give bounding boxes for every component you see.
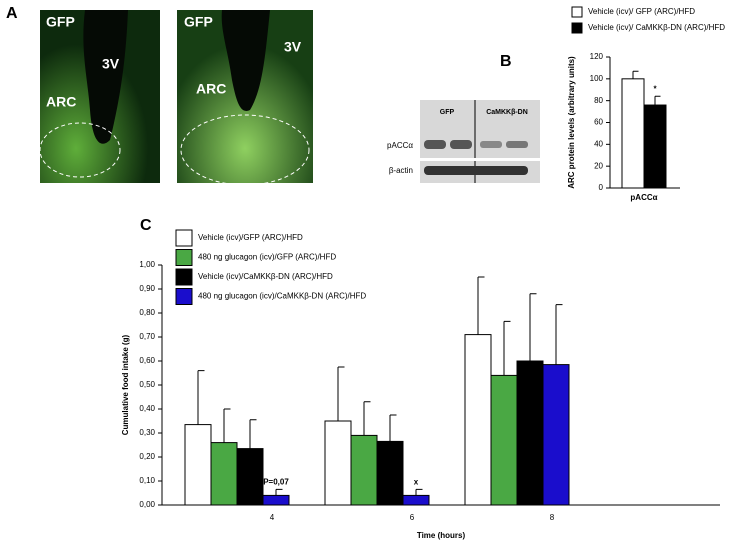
y-tick-label: 0 [599, 183, 604, 192]
bar [643, 104, 667, 189]
legend-label: Vehicle (icv)/CaMKKβ-DN (ARC)/HFD [198, 272, 333, 281]
image-label: ARC [196, 81, 226, 97]
bar [490, 374, 518, 506]
western-blot: GFP CaMKKβ-DN pACCα β-actin [387, 100, 540, 183]
error-bar [555, 304, 563, 365]
legend-swatch [175, 288, 193, 305]
bar [516, 360, 544, 506]
bar [542, 364, 570, 506]
y-tick-label: 0,90 [139, 284, 155, 293]
y-tick-label: 0,10 [139, 476, 155, 485]
blot-column: CaMKKβ-DN [486, 109, 528, 116]
blot-column: GFP [440, 109, 455, 116]
blot-row: β-actin [389, 166, 413, 175]
image-label: GFP [46, 14, 75, 30]
y-tick-label: 40 [594, 139, 603, 148]
error-bar [389, 414, 397, 442]
x-tick-label: 4 [270, 513, 275, 522]
legend-label: 480 ng glucagon (icv)/CaMKKβ-DN (ARC)/HF… [198, 292, 366, 301]
legend-swatch [175, 268, 193, 286]
bar [350, 434, 378, 506]
panel-label: B [500, 53, 512, 70]
error-bar [363, 401, 371, 436]
legend-swatch [571, 6, 583, 18]
x-tick-label: pACCα [630, 193, 657, 202]
error-bar [632, 70, 639, 79]
blot-row: pACCα [387, 141, 413, 150]
image-label: 3V [284, 39, 302, 55]
annotation: * [653, 84, 657, 93]
legend-label: Vehicle (icv)/ GFP (ARC)/HFD [588, 7, 695, 16]
y-tick-label: 0,40 [139, 404, 155, 413]
annotation: P=0,07 [263, 478, 289, 487]
y-tick-label: 0,70 [139, 332, 155, 341]
bar [236, 448, 264, 506]
y-tick-label: 1,00 [139, 260, 155, 269]
legend-label: 480 ng glucagon (icv)/GFP (ARC)/HFD [198, 253, 336, 262]
panel-label: A [6, 5, 18, 22]
legend-swatch [175, 229, 193, 247]
x-tick-label: 8 [550, 513, 555, 522]
annotation: x [414, 478, 419, 487]
bar [262, 494, 290, 506]
legend-label: Vehicle (icv)/GFP (ARC)/HFD [198, 233, 303, 242]
error-bar [275, 488, 283, 496]
y-tick-label: 120 [590, 52, 604, 61]
bar [376, 440, 404, 506]
x-tick-label: 6 [410, 513, 415, 522]
x-axis-label: Time (hours) [417, 531, 466, 540]
y-tick-label: 0,60 [139, 356, 155, 365]
panel-label: C [140, 217, 152, 234]
y-tick-label: 0,80 [139, 308, 155, 317]
error-bar [503, 320, 511, 376]
image-label: GFP [184, 14, 213, 30]
legend-label: Vehicle (icv)/ CaMKKβ-DN (ARC)/HFD [588, 23, 725, 32]
y-tick-label: 100 [590, 74, 604, 83]
bar [621, 78, 645, 189]
error-bar [529, 293, 537, 361]
error-bar [654, 95, 661, 106]
y-axis-label: ARC protein levels (arbitrary units) [567, 56, 576, 189]
y-tick-label: 0,20 [139, 452, 155, 461]
legend-swatch [571, 22, 583, 34]
error-bar [415, 488, 423, 496]
micrograph: GFP 3V ARC [39, 10, 160, 183]
image-label: ARC [46, 94, 76, 110]
y-tick-label: 20 [594, 161, 603, 170]
error-bar [249, 419, 257, 449]
y-tick-label: 80 [594, 96, 603, 105]
micrograph: GFP 3V ARC [177, 10, 313, 186]
bar [324, 420, 352, 506]
y-tick-label: 60 [594, 118, 603, 127]
error-bar [477, 276, 485, 335]
y-tick-label: 0,30 [139, 428, 155, 437]
y-tick-label: 0,50 [139, 380, 155, 389]
bar [464, 334, 492, 506]
bar [210, 442, 238, 506]
bar [184, 424, 212, 506]
error-bar [337, 366, 345, 421]
legend-swatch [175, 249, 193, 266]
error-bar [223, 408, 231, 443]
bar [402, 494, 430, 506]
error-bar [197, 370, 205, 425]
y-axis-label: Cumulative food intake (g) [121, 334, 130, 435]
y-tick-label: 0,00 [139, 500, 155, 509]
image-label: 3V [102, 56, 120, 72]
